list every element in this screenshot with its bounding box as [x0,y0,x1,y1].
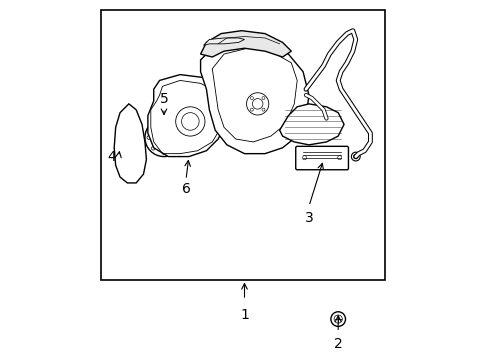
Circle shape [302,156,306,160]
Text: 4: 4 [107,149,116,163]
Text: 3: 3 [304,211,313,225]
Text: 1: 1 [240,308,248,322]
Circle shape [175,107,204,136]
Polygon shape [114,104,146,183]
Polygon shape [200,40,308,154]
Circle shape [351,152,360,161]
Circle shape [252,99,263,109]
Polygon shape [147,75,229,157]
Circle shape [151,125,155,129]
Polygon shape [212,48,297,142]
Circle shape [160,134,167,141]
Text: 2: 2 [333,337,342,351]
Polygon shape [203,38,244,45]
Circle shape [246,93,268,115]
Circle shape [147,136,150,139]
Circle shape [162,151,165,154]
Circle shape [151,147,155,150]
Circle shape [250,108,253,111]
Circle shape [353,154,357,159]
Circle shape [262,96,264,99]
Circle shape [330,312,345,327]
Circle shape [177,136,181,139]
Circle shape [173,125,176,129]
Circle shape [333,315,342,323]
Circle shape [144,118,183,157]
Circle shape [337,156,341,160]
Circle shape [150,124,177,151]
Circle shape [181,113,199,130]
Polygon shape [200,31,291,57]
Text: 5: 5 [159,93,168,107]
Text: 6: 6 [181,182,190,196]
Circle shape [262,108,264,111]
FancyBboxPatch shape [295,146,348,170]
Circle shape [173,147,176,150]
Circle shape [162,121,165,124]
Polygon shape [279,104,344,145]
Circle shape [250,96,253,99]
